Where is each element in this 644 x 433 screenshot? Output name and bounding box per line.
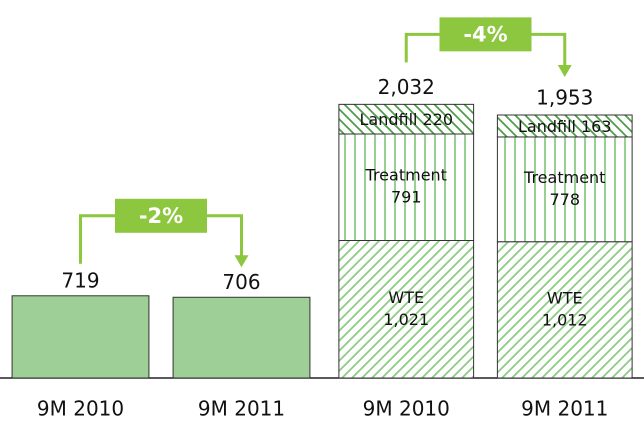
segment-value: 1,012 — [542, 310, 588, 329]
arrow-head — [234, 255, 249, 268]
bar-segment — [338, 133, 475, 242]
segment-label: WTE — [547, 288, 583, 307]
total-label: 1,953 — [536, 85, 593, 109]
segment-label: Treatment — [523, 168, 605, 187]
segment-value: 1,021 — [383, 310, 429, 329]
change-label: -2% — [139, 204, 183, 228]
segment-value: 791 — [391, 188, 422, 207]
segment-value: 220 — [422, 110, 453, 129]
x-tick-label: 9M 2010 — [37, 397, 124, 421]
segment-value: 778 — [549, 190, 580, 209]
total-label: 2,032 — [378, 75, 435, 99]
bar-segment — [496, 114, 633, 138]
value-label: 719 — [61, 268, 99, 292]
segment-label: Landfill 163 — [518, 116, 612, 135]
segment-value: 163 — [581, 116, 612, 135]
series-name: Landfill — [518, 116, 576, 135]
x-tick-label: 9M 2011 — [198, 397, 285, 421]
change-box — [115, 198, 207, 233]
segment-label: Treatment — [365, 166, 447, 185]
change-label: -4% — [463, 22, 507, 46]
x-tick-label: 9M 2011 — [521, 397, 608, 421]
x-tick-label: 9M 2010 — [363, 397, 450, 421]
arrow-head — [557, 64, 572, 77]
series-name: Landfill — [359, 110, 417, 129]
change-box — [439, 17, 532, 52]
change-annotation: -4% — [404, 17, 572, 77]
bar-segment — [338, 103, 475, 135]
bar-segment — [338, 240, 475, 379]
change-annotation: -2% — [79, 198, 249, 268]
value-label: 706 — [222, 270, 260, 294]
bar — [11, 295, 150, 379]
segment-label: Landfill 220 — [359, 110, 453, 129]
bar — [172, 296, 311, 379]
segment-label: WTE — [388, 288, 424, 307]
